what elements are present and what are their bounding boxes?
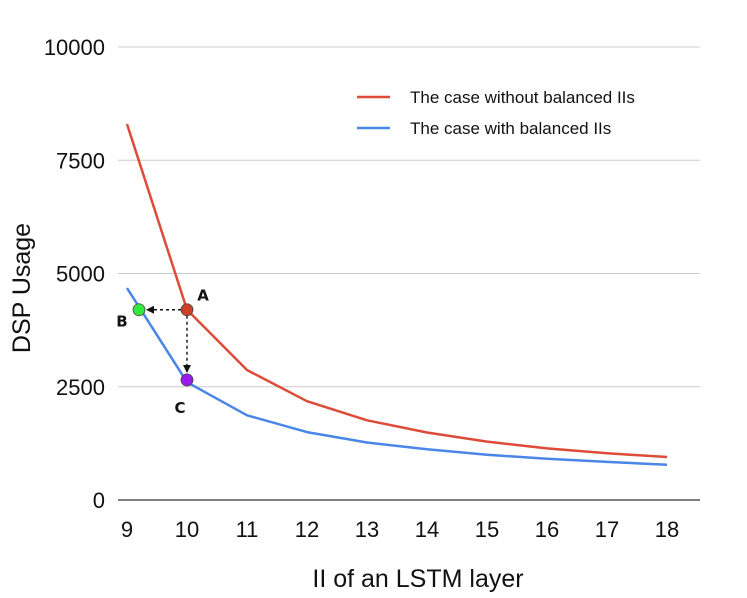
x-tick-label: 9 xyxy=(121,517,133,542)
series-line-2 xyxy=(125,287,668,466)
annotations: A B C xyxy=(116,287,209,417)
gridlines xyxy=(118,46,700,388)
x-tick-label: 13 xyxy=(355,517,379,542)
axes: 0 2500 5000 7500 10000 9 10 11 12 13 14 15 16 17 18 xyxy=(44,35,700,542)
legend-label: The case without balanced IIs xyxy=(410,88,635,107)
legend: The case without balanced IIs The case wi… xyxy=(357,88,635,138)
annotation-point-a xyxy=(180,303,194,317)
y-tick-label: 0 xyxy=(93,488,105,513)
y-tick-label: 5000 xyxy=(56,262,105,287)
x-tick-label: 15 xyxy=(475,517,499,542)
x-tick-label: 16 xyxy=(535,517,559,542)
x-tick-label: 18 xyxy=(655,517,679,542)
y-tick-label: 10000 xyxy=(44,35,105,60)
x-tick-label: 10 xyxy=(175,517,199,542)
y-axis-title: DSP Usage xyxy=(8,223,36,353)
y-tick-label: 2500 xyxy=(56,375,105,400)
x-tick-label: 12 xyxy=(295,517,319,542)
annotation-point-b xyxy=(132,303,146,317)
annotation-point-c xyxy=(180,373,194,387)
x-tick-label: 17 xyxy=(595,517,619,542)
annotation-label-b: B xyxy=(116,313,127,331)
x-axis-title: II of an LSTM layer xyxy=(312,565,523,593)
series-lines xyxy=(125,123,668,466)
y-tick-label: 7500 xyxy=(56,148,105,173)
series-line-1 xyxy=(125,123,668,459)
legend-label: The case with balanced IIs xyxy=(410,119,611,138)
annotation-label-a: A xyxy=(197,287,209,305)
x-tick-label: 11 xyxy=(236,517,259,542)
annotation-label-c: C xyxy=(174,399,185,417)
x-tick-label: 14 xyxy=(415,517,439,542)
